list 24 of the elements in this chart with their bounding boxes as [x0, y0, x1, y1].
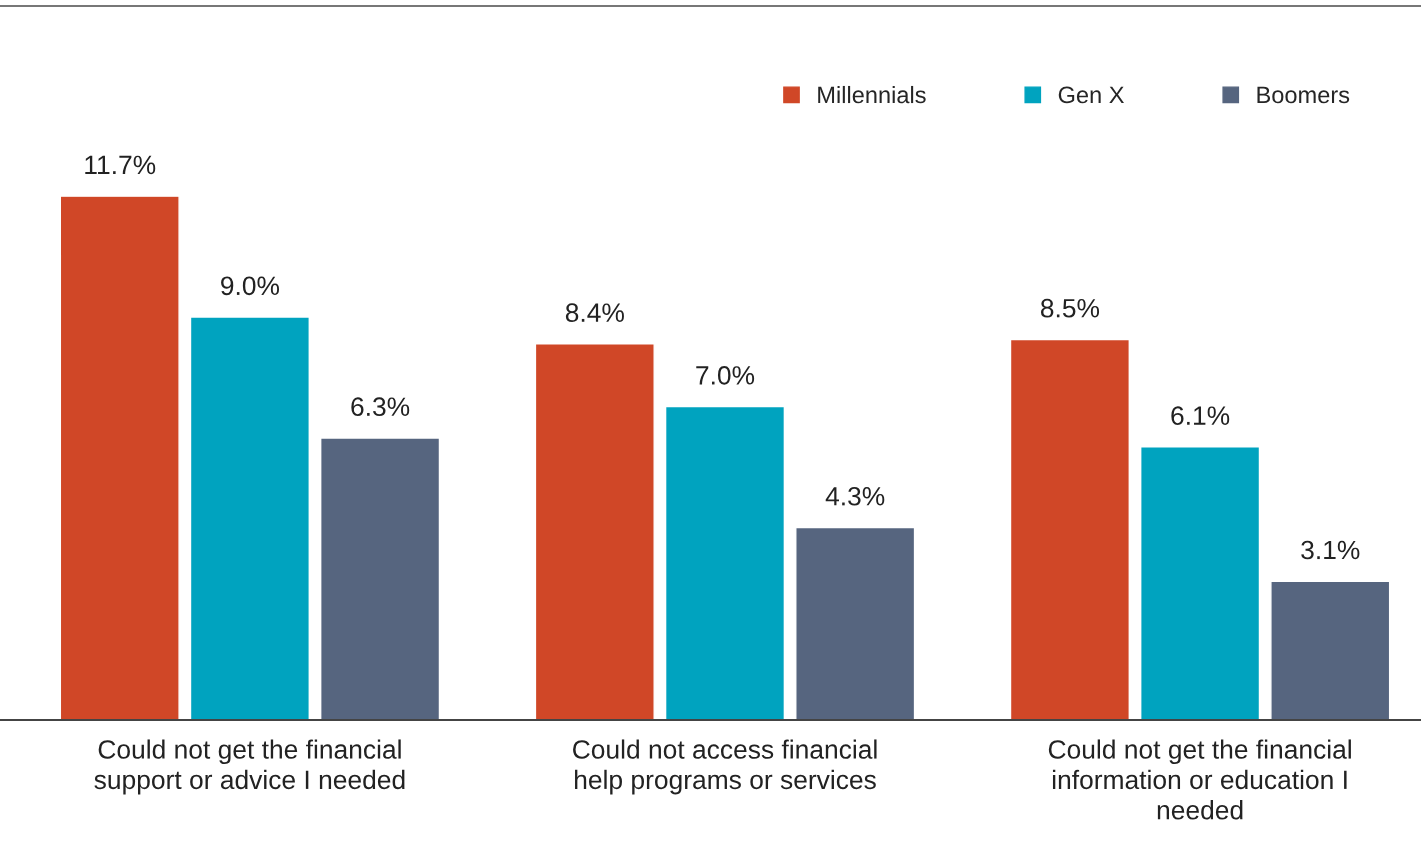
- legend-label: Gen X: [1058, 86, 1125, 104]
- bar: [664, 405, 786, 720]
- x-tick-label: Could not get the financial information or education I needed: [1048, 739, 1351, 820]
- bar: [795, 526, 916, 720]
- bar: [1009, 338, 1130, 720]
- bar: [319, 437, 441, 720]
- bar: [189, 316, 310, 720]
- data-label: 6.3%: [351, 397, 410, 417]
- bar: [1270, 580, 1391, 720]
- bar: [534, 343, 655, 720]
- bar: [59, 195, 180, 720]
- data-label: 4.3%: [825, 486, 885, 506]
- x-tick-label: Could not get the financial support or advice I needed: [94, 739, 405, 795]
- bar: [1140, 446, 1261, 720]
- legend-label: Boomers: [1257, 86, 1350, 104]
- data-label: 3.1%: [1301, 540, 1360, 560]
- data-label: 8.4%: [565, 303, 624, 323]
- x-tick-label: Could not access financial help programs or services: [573, 739, 877, 795]
- data-label: 7.0%: [696, 366, 755, 385]
- legend-label: Millennials: [818, 85, 926, 104]
- data-label: 8.5%: [1040, 298, 1100, 318]
- data-label: 6.1%: [1171, 406, 1230, 425]
- data-label: 11.7%: [85, 155, 156, 175]
- data-label: 9.0%: [221, 276, 280, 296]
